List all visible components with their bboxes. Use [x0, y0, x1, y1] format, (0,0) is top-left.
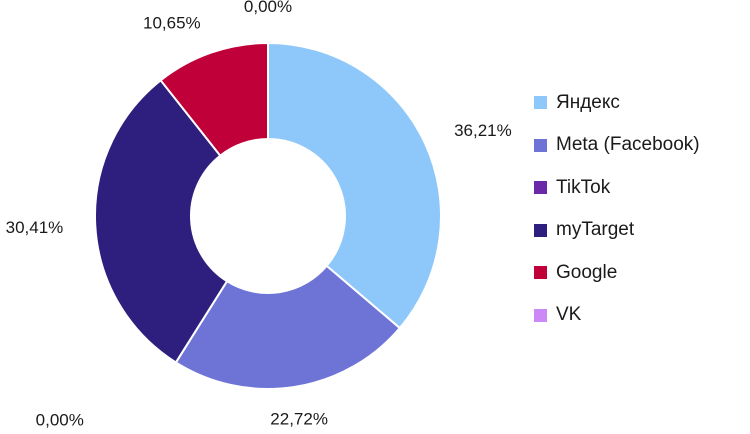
- legend-swatch: [534, 181, 547, 195]
- legend-swatch: [534, 96, 547, 109]
- slice-label-tiktok: 0,00%: [36, 411, 84, 430]
- legend-item-meta[interactable]: Meta (Facebook): [534, 134, 700, 156]
- slice-mytarget[interactable]: [94, 78, 229, 364]
- legend-swatch: [534, 266, 547, 280]
- legend-swatch: [534, 308, 547, 322]
- legend-item-google[interactable]: Google: [534, 262, 700, 283]
- legend-item-vk[interactable]: VK: [534, 304, 700, 326]
- legend-item-mytarget[interactable]: myTarget: [534, 219, 700, 241]
- slice-label-яндекс: 36,21%: [454, 121, 512, 140]
- slice-google[interactable]: [159, 41, 269, 158]
- legend-swatch: [534, 138, 547, 152]
- slice-label-google: 10,65%: [143, 13, 201, 32]
- legend-label: Google: [556, 261, 618, 283]
- legend-item-tiktok[interactable]: TikTok: [534, 177, 700, 198]
- slice-label-mytarget: 30,41%: [6, 218, 64, 237]
- legend-label: Meta (Facebook): [556, 134, 700, 156]
- legend-label: myTarget: [556, 219, 635, 241]
- legend-label: VK: [556, 304, 582, 326]
- legend: Яндекс Meta (Facebook) TikTok myTarget G…: [534, 92, 700, 348]
- legend-label: TikTok: [556, 176, 611, 198]
- slice-meta-facebook[interactable]: [174, 264, 402, 390]
- legend-item-yandex[interactable]: Яндекс: [534, 92, 700, 113]
- slice-label-meta-facebook: 22,72%: [270, 410, 328, 429]
- legend-swatch: [534, 223, 547, 237]
- slice-label-vk: 0,00%: [244, 0, 292, 16]
- slice-labels: 36,21% 22,72% 0,00% 30,41% 10,65% 0,00%: [6, 0, 512, 430]
- slice-яндекс[interactable]: [267, 41, 442, 330]
- legend-label: Яндекс: [556, 91, 620, 113]
- donut-slices: [94, 41, 442, 390]
